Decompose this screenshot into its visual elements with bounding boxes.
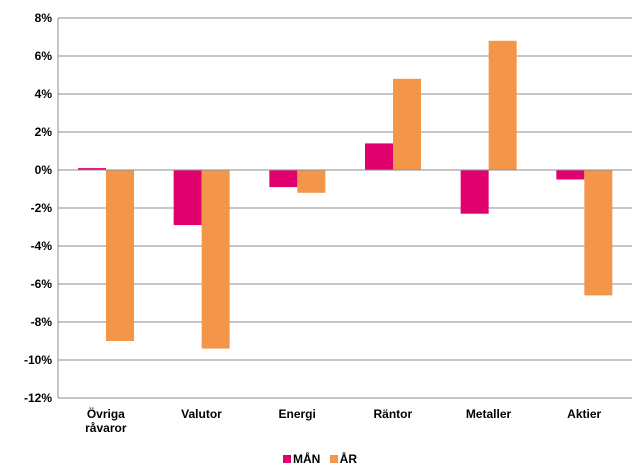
bar-man [365, 143, 393, 170]
y-axis-ticks: 8% 6% 4% 2% 0% -2% -4% -6% -8% -10% -12% [24, 11, 52, 405]
category-label: Övriga råvaror [85, 406, 127, 435]
y-tick-label: 6% [35, 49, 53, 63]
y-tick-label: 2% [35, 125, 53, 139]
legend-swatch-ar [329, 455, 338, 463]
bar-ar [106, 170, 134, 341]
y-tick-label: 0% [35, 163, 53, 177]
bar-man [269, 170, 298, 188]
category-label: Metaller [466, 407, 512, 421]
gridlines [57, 17, 632, 399]
y-tick-label: -10% [24, 353, 52, 367]
bar-man [78, 168, 106, 170]
y-tick-label: 8% [35, 11, 53, 25]
y-tick-label: 4% [35, 87, 53, 101]
legend-label-ar: ÅR [339, 452, 357, 466]
bar-ar [393, 78, 421, 170]
bar-man [460, 170, 489, 214]
y-tick-label: -4% [31, 239, 53, 253]
category-label: Aktier [567, 407, 601, 421]
bar-ar [297, 170, 326, 193]
bar-ar [584, 170, 613, 296]
bars [58, 40, 632, 349]
y-tick-label: -12% [24, 391, 52, 405]
y-tick-label: -2% [31, 201, 53, 215]
legend-item-ar: ÅR [329, 452, 357, 466]
bar-man [556, 170, 585, 180]
bar-man [173, 170, 202, 226]
category-label: Energi [278, 407, 315, 421]
y-tick-label: -8% [31, 315, 53, 329]
category-label: Räntor [373, 407, 412, 421]
bar-ar [201, 170, 230, 349]
legend-swatch-man [282, 455, 291, 463]
legend-item-man: MÅN [282, 452, 321, 466]
bar-ar [488, 40, 517, 170]
y-tick-label: -6% [31, 277, 53, 291]
legend: MÅN ÅR [0, 452, 640, 466]
x-axis-labels: Övriga råvaror Valutor Energi Räntor Metaller… [85, 406, 601, 435]
legend-label-man: MÅN [292, 452, 321, 466]
category-label: Valutor [181, 407, 222, 421]
